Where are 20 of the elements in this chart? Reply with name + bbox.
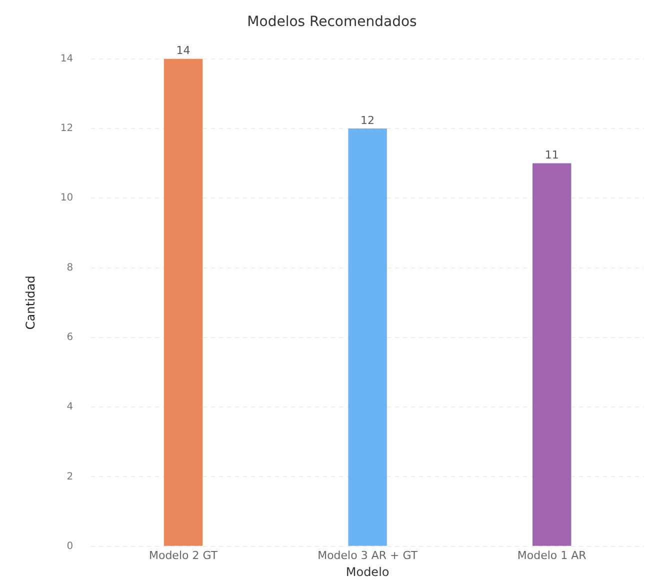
y-tick-label: 8 xyxy=(66,262,74,274)
bar xyxy=(164,58,203,546)
x-tick-label: Modelo 2 GT xyxy=(148,548,218,562)
data-label: 11 xyxy=(544,148,559,162)
y-tick-label: 14 xyxy=(60,53,74,64)
bar xyxy=(348,128,387,546)
data-label: 12 xyxy=(360,114,375,127)
y-tick-label: 12 xyxy=(60,123,74,134)
y-tick-label: 4 xyxy=(66,402,74,413)
y-tick-label: 10 xyxy=(60,192,74,204)
y-tick-label: 2 xyxy=(66,471,74,482)
x-tick-label: Modelo 1 AR xyxy=(517,548,587,562)
y-tick-label: 0 xyxy=(66,540,74,552)
data-label: 14 xyxy=(176,44,190,58)
x-tick-label: Modelo 3 AR + GT xyxy=(318,548,418,562)
y-tick-label: 6 xyxy=(66,332,74,344)
chart-title: Modelos Recomendados xyxy=(247,14,417,30)
bar xyxy=(532,163,572,546)
x-axis-title: Modelo xyxy=(346,564,390,579)
y-axis-title: Cantidad xyxy=(23,276,38,330)
